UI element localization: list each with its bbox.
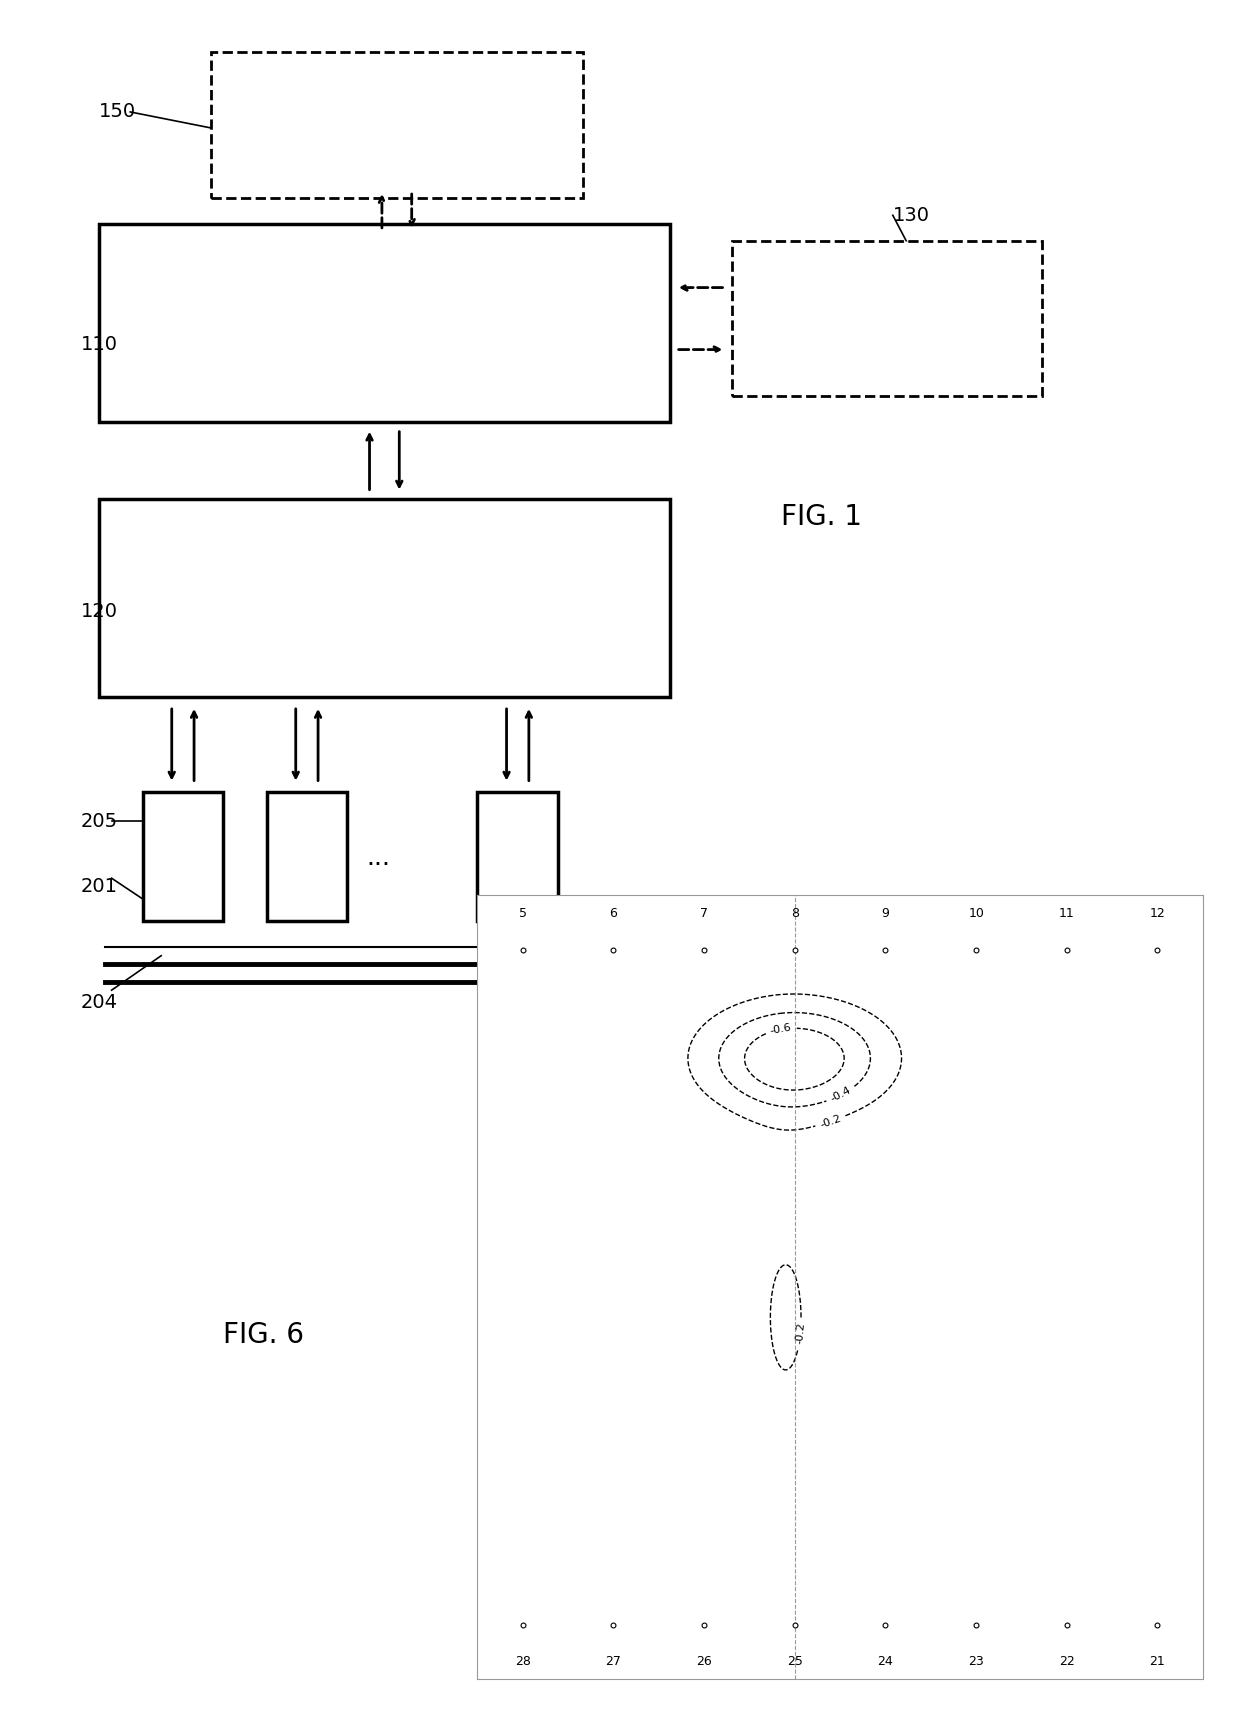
Text: -0.2: -0.2	[795, 1322, 806, 1345]
Text: 22: 22	[1059, 1655, 1075, 1669]
Text: -0.4: -0.4	[830, 1085, 853, 1104]
Text: 150: 150	[99, 102, 136, 122]
Text: 28: 28	[515, 1655, 531, 1669]
Text: 26: 26	[696, 1655, 712, 1669]
Text: 204: 204	[81, 992, 118, 1013]
Text: 11: 11	[1059, 906, 1075, 920]
FancyBboxPatch shape	[267, 792, 347, 921]
Text: 120: 120	[81, 601, 118, 622]
FancyBboxPatch shape	[732, 241, 1042, 396]
Text: ...: ...	[366, 846, 391, 870]
Text: 27: 27	[605, 1655, 621, 1669]
Text: 7: 7	[701, 906, 708, 920]
Text: 6: 6	[610, 906, 618, 920]
Text: 12: 12	[1149, 906, 1166, 920]
Text: 205: 205	[81, 811, 118, 832]
Text: 21: 21	[1149, 1655, 1166, 1669]
Text: -0.6: -0.6	[770, 1023, 792, 1037]
Text: 8: 8	[791, 906, 799, 920]
Text: FIG. 1: FIG. 1	[781, 503, 862, 530]
Text: 24: 24	[878, 1655, 893, 1669]
FancyBboxPatch shape	[99, 224, 670, 422]
FancyBboxPatch shape	[143, 792, 223, 921]
Text: 201: 201	[81, 876, 118, 897]
Text: 10: 10	[968, 906, 985, 920]
Text: 130: 130	[893, 205, 930, 226]
Text: 23: 23	[968, 1655, 985, 1669]
Text: -0.2: -0.2	[818, 1112, 842, 1130]
Text: 25: 25	[787, 1655, 802, 1669]
FancyBboxPatch shape	[211, 52, 583, 198]
FancyBboxPatch shape	[477, 792, 558, 921]
Text: 5: 5	[518, 906, 527, 920]
Text: FIG. 6: FIG. 6	[223, 1321, 304, 1348]
Text: 9: 9	[882, 906, 889, 920]
FancyBboxPatch shape	[99, 499, 670, 697]
Text: 110: 110	[81, 334, 118, 355]
